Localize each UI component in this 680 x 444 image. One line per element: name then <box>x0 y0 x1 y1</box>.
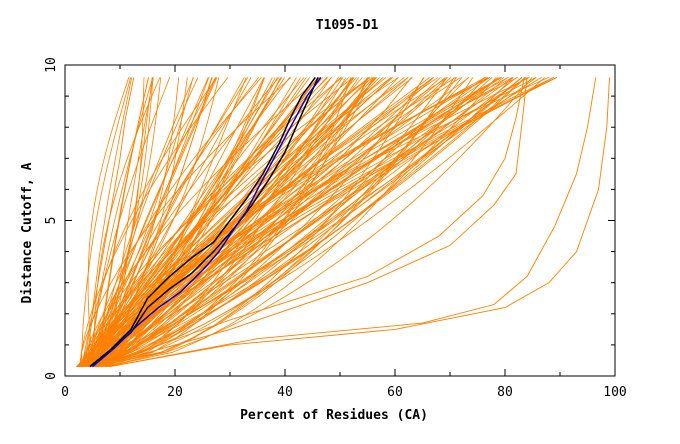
bulk-series-line <box>84 77 486 367</box>
outlier-series-line <box>97 77 525 368</box>
bulk-series-line <box>100 77 199 367</box>
bulk-series-line <box>84 77 413 367</box>
bulk-series-line <box>101 77 218 367</box>
bulk-series-line <box>79 77 399 367</box>
outlier-series-line <box>97 77 528 368</box>
bulk-series-line <box>105 77 470 367</box>
x-axis-label: Percent of Residues (CA) <box>240 408 428 423</box>
bulk-series-line <box>84 77 280 367</box>
bulk-series-line <box>102 77 493 368</box>
outlier-series-line <box>108 77 597 368</box>
bulk-series-line <box>108 77 549 367</box>
y-tick-label: 0 <box>44 372 59 380</box>
bulk-series-line <box>79 77 229 367</box>
bulk-series-line <box>93 77 523 368</box>
x-tick-label: 80 <box>497 385 513 400</box>
bulk-series-line <box>103 77 265 368</box>
bulk-series-line <box>82 77 321 367</box>
bulk-series-line <box>95 77 409 367</box>
bulk-series-line <box>89 77 353 368</box>
bulk-series-line <box>83 77 530 367</box>
bulk-series-line <box>108 77 434 368</box>
y-axis-label: Distance Cutoff, A <box>20 162 35 303</box>
bulk-series-line <box>85 77 194 367</box>
x-tick-label: 40 <box>277 385 293 400</box>
bulk-series-line <box>86 77 210 367</box>
bulk-series-line <box>81 77 162 367</box>
bulk-series-line <box>98 77 537 367</box>
bulk-series-line <box>78 77 392 368</box>
bulk-series-line <box>107 77 154 367</box>
plot-lines <box>75 76 610 368</box>
bulk-series-line <box>100 77 517 368</box>
bulk-series-line <box>99 77 373 367</box>
x-tick-label: 60 <box>387 385 403 400</box>
bulk-series-line <box>93 77 149 367</box>
bulk-series-line <box>86 77 513 367</box>
bulk-series-line <box>97 77 526 368</box>
bulk-series-line <box>84 77 393 367</box>
bulk-series-line <box>86 77 514 368</box>
bulk-series-line <box>92 77 557 367</box>
bulk-series-line <box>78 77 220 367</box>
bulk-series-line <box>85 77 528 367</box>
bulk-series-line <box>100 77 145 367</box>
highlight-series-line <box>92 76 322 368</box>
outlier-series-line <box>108 77 610 368</box>
chart-title: T1095-D1 <box>316 18 379 33</box>
x-tick-label: 100 <box>603 385 626 400</box>
bulk-series-line <box>92 77 463 368</box>
bulk-series-line <box>80 77 497 368</box>
bulk-series-line <box>102 77 499 368</box>
bulk-series-line <box>76 77 508 368</box>
bulk-series-line <box>102 77 505 367</box>
bulk-series-line <box>81 77 527 368</box>
x-tick-label: 0 <box>61 385 69 400</box>
bulk-series-line <box>93 77 154 367</box>
bulk-series-line <box>107 77 213 367</box>
bulk-series-line <box>105 77 425 368</box>
y-tick-label: 10 <box>44 57 59 73</box>
axis-ticks: 0 20 40 60 80 100 0 5 10 <box>44 57 627 400</box>
bulk-series-line <box>98 77 216 367</box>
outlier-series-line <box>92 77 412 368</box>
bulk-series-line <box>100 77 297 368</box>
bulk-series-line <box>101 77 461 367</box>
outlier-series-line <box>81 77 135 367</box>
y-tick-label: 5 <box>44 217 59 225</box>
bulk-series-line <box>87 77 370 367</box>
bulk-series-line <box>104 77 441 368</box>
bulk-series-line <box>87 77 130 367</box>
bulk-series-line <box>95 77 514 368</box>
x-tick-label: 20 <box>167 385 183 400</box>
bulk-series-line <box>96 77 457 368</box>
bulk-series-line <box>81 77 132 367</box>
bulk-series-line <box>90 77 154 367</box>
bulk-series-line <box>107 77 377 368</box>
bulk-series-line <box>95 77 522 368</box>
bulk-series-line <box>91 77 533 368</box>
highlight-series-line <box>89 76 316 368</box>
